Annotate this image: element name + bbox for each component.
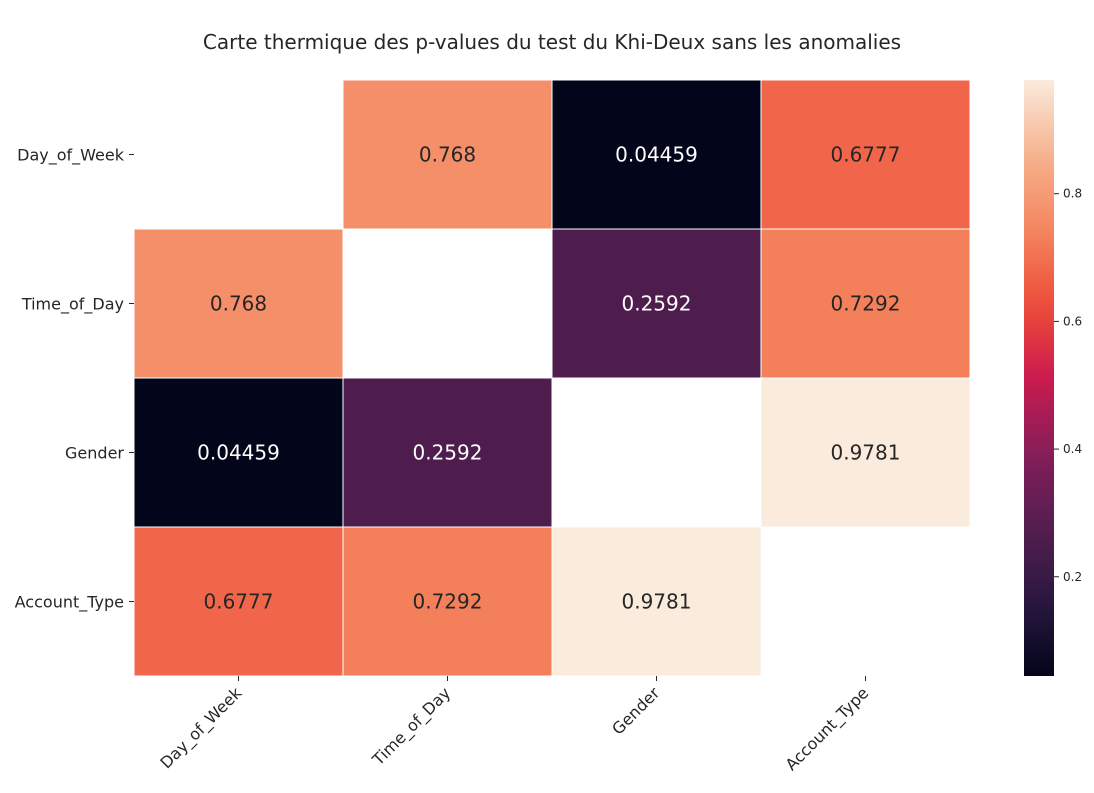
colorbar-tick-label: 0.8: [1063, 187, 1082, 201]
heatmap-cell: [760, 79, 971, 230]
heatmap-cell: [133, 377, 344, 528]
cell-value-label: 0.768: [419, 143, 476, 167]
x-tick-label: Gender: [608, 683, 663, 738]
y-axis: Day_of_Week Time_of_Day Gender Account_Type: [15, 146, 134, 613]
x-tick-label: Time_of_Day: [368, 683, 455, 770]
cell-value-label: 0.2592: [622, 292, 692, 316]
heatmap-cell: [551, 526, 762, 677]
cell-value-label: 0.2592: [413, 441, 483, 465]
cell-value-label: 0.768: [210, 292, 267, 316]
cell-value-label: 0.04459: [197, 441, 280, 465]
colorbar-tick-label: 0.6: [1063, 314, 1082, 328]
heatmap-cells: 0.768 0.04459 0.6777 0.768 0.2592 0.7292 0.044…: [133, 79, 971, 677]
heatmap-cell: [760, 228, 971, 379]
heatmap-cell: [133, 228, 344, 379]
chart-title: Carte thermique des p-values du test du …: [203, 30, 901, 54]
x-axis: Day_of_Week Time_of_Day Gender Account_Type: [156, 676, 873, 775]
x-tick-label: Account_Type: [782, 683, 873, 774]
heatmap-cell: [342, 79, 553, 230]
heatmap-cell: [342, 377, 553, 528]
cell-value-label: 0.6777: [831, 143, 901, 167]
cell-value-label: 0.6777: [204, 590, 274, 614]
y-tick-label: Time_of_Day: [21, 295, 124, 315]
heatmap-cell: [760, 377, 971, 528]
y-tick-label: Day_of_Week: [17, 146, 125, 166]
cell-value-label: 0.7292: [831, 292, 901, 316]
y-tick-label: Account_Type: [15, 593, 124, 613]
colorbar: 0.2 0.4 0.6 0.8: [1024, 80, 1082, 676]
y-tick-label: Gender: [65, 444, 124, 463]
cell-value-label: 0.9781: [831, 441, 901, 465]
heatmap-cell: [551, 79, 762, 230]
colorbar-gradient: [1024, 80, 1054, 676]
colorbar-tick-label: 0.2: [1063, 570, 1082, 584]
colorbar-tick-label: 0.4: [1063, 442, 1082, 456]
cell-value-label: 0.9781: [622, 590, 692, 614]
x-tick-label: Day_of_Week: [156, 683, 246, 773]
cell-value-label: 0.04459: [615, 143, 698, 167]
heatmap-cell: [551, 228, 762, 379]
cell-value-label: 0.7292: [413, 590, 483, 614]
heatmap-cell: [133, 526, 344, 677]
